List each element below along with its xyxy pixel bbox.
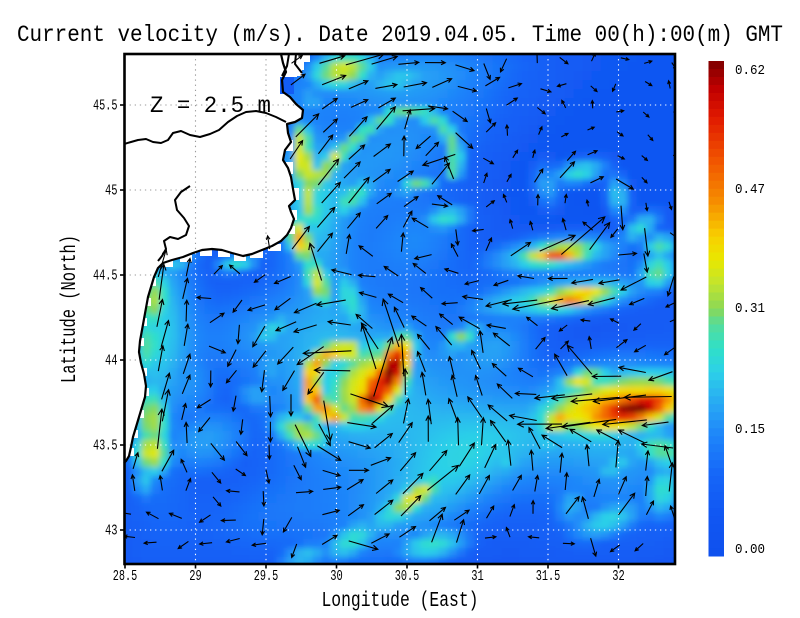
svg-text:0.00: 0.00: [735, 542, 765, 558]
svg-text:43: 43: [105, 523, 118, 540]
svg-text:0.47: 0.47: [735, 182, 765, 198]
svg-text:44: 44: [105, 353, 118, 370]
svg-text:44.5: 44.5: [93, 268, 118, 285]
svg-text:31: 31: [471, 568, 484, 585]
svg-text:0.15: 0.15: [735, 422, 765, 438]
svg-text:45: 45: [105, 183, 118, 200]
svg-text:0.31: 0.31: [735, 301, 765, 317]
svg-text:0.62: 0.62: [735, 63, 765, 79]
svg-text:30.5: 30.5: [395, 568, 420, 585]
svg-text:45.5: 45.5: [93, 98, 118, 115]
svg-text:31.5: 31.5: [536, 568, 561, 585]
svg-text:32: 32: [612, 568, 625, 585]
svg-text:30: 30: [330, 568, 343, 585]
svg-text:29.5: 29.5: [254, 568, 279, 585]
svg-text:43.5: 43.5: [93, 438, 118, 455]
svg-text:29: 29: [189, 568, 202, 585]
svg-text:28.5: 28.5: [113, 568, 138, 585]
svg-text:Latitude (North): Latitude (North): [59, 235, 82, 383]
svg-text:Z = 2.5 m: Z = 2.5 m: [150, 93, 271, 119]
svg-text:Longitude (East): Longitude (East): [322, 590, 479, 613]
svg-text:Current velocity (m/s). Date 2: Current velocity (m/s). Date 2019.04.05.…: [17, 22, 783, 49]
